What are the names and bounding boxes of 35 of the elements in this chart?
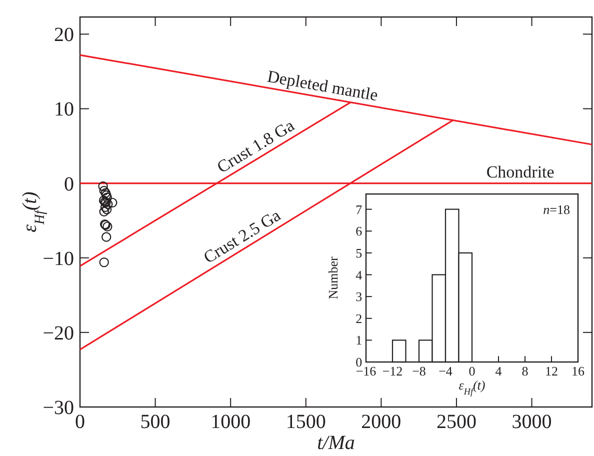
x-tick-label: 4 xyxy=(495,364,502,379)
y-tick-label: 7 xyxy=(356,202,363,217)
y-tick-label: 20 xyxy=(54,24,74,46)
x-tick-label: 1500 xyxy=(286,411,326,433)
x-tick-label: 16 xyxy=(572,364,585,379)
y-tick-label: 1 xyxy=(356,332,362,348)
x-tick-label: 2000 xyxy=(361,411,402,433)
y-tick-label: −10 xyxy=(42,248,74,270)
text: Crust 2.5 Ga xyxy=(200,205,284,268)
x-tick-label: 1000 xyxy=(210,411,251,433)
y-tick-label: 3 xyxy=(356,289,362,304)
x-tick-label: 500 xyxy=(140,411,170,433)
y-axis-title: Number xyxy=(325,256,340,300)
y-tick-label: 2 xyxy=(356,310,362,326)
y-tick-label: 4 xyxy=(356,267,363,282)
y-tick-label: 6 xyxy=(356,224,363,239)
series-label: Chondrite xyxy=(486,162,554,182)
y-tick-label: 10 xyxy=(54,98,74,121)
y-tick-label: −30 xyxy=(42,397,74,419)
x-tick-label: 2500 xyxy=(436,411,476,433)
x-tick-label: −8 xyxy=(412,364,426,379)
x-axis-title: ε$_{Hf}$(t) xyxy=(458,377,486,396)
y-tick-label: −20 xyxy=(42,322,74,344)
annotation: n=18 xyxy=(543,202,570,217)
x-tick-label: −12 xyxy=(382,364,403,379)
text: Depleted mantle xyxy=(266,66,380,105)
x-tick-label: 3000 xyxy=(512,411,552,433)
x-tick-label: 8 xyxy=(522,364,528,379)
x-tick-label: 12 xyxy=(545,364,558,379)
y-tick-label: 0 xyxy=(64,173,74,196)
x-tick-label: 0 xyxy=(468,364,476,379)
text: Crust 1.8 Ga xyxy=(214,116,298,177)
x-tick-label: −4 xyxy=(438,364,453,379)
x-axis-title: t/Ma xyxy=(317,432,355,454)
y-tick-label: 5 xyxy=(356,245,362,260)
